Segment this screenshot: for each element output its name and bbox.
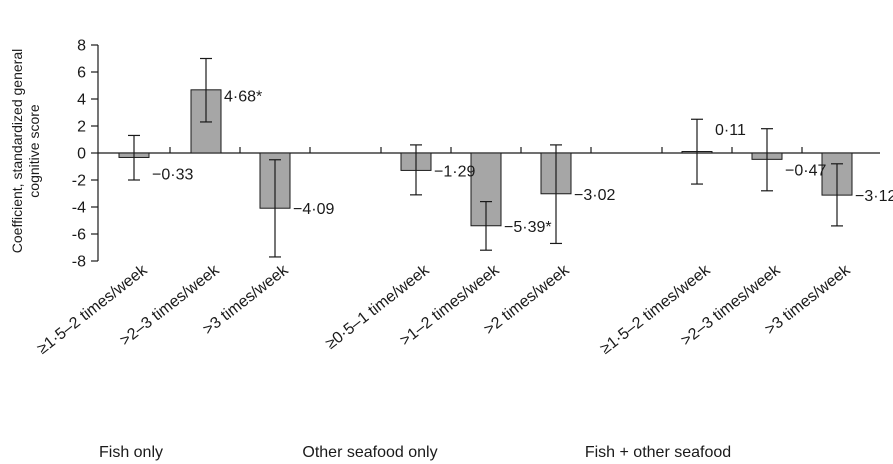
- error-bar: [550, 144, 562, 245]
- error-bar: [480, 201, 492, 251]
- error-bar: [831, 163, 843, 227]
- error-bar: [410, 144, 422, 196]
- category-labels: ≥1·5–2 times/week>2–3 times/week>3 times…: [34, 261, 854, 358]
- error-bar: [269, 159, 281, 258]
- y-axis-title-line: cognitive score: [26, 104, 42, 198]
- error-bars: [128, 57, 843, 258]
- group-label: Fish + other seafood: [585, 444, 731, 461]
- data-label: −0·33: [152, 167, 193, 184]
- data-label: −4·09: [293, 201, 334, 218]
- y-tick-label: -8: [72, 254, 86, 271]
- y-tick-label: 6: [77, 65, 86, 82]
- group-label: Other seafood only: [302, 444, 437, 461]
- data-label: −3·12: [855, 188, 893, 205]
- data-label: −5·39*: [504, 219, 552, 236]
- y-tick-label: -6: [72, 227, 86, 244]
- data-label: −3·02: [574, 187, 615, 204]
- data-label: −0·47: [785, 163, 826, 180]
- y-tick-label: 2: [77, 119, 86, 136]
- y-axis-title: Coefficient, standardized general cogniti…: [9, 49, 42, 253]
- error-bar: [691, 118, 703, 185]
- y-tick-label: 8: [77, 38, 86, 55]
- category-label: ≥1·5–2 times/week: [597, 261, 714, 358]
- data-label: 4·68*: [224, 88, 262, 105]
- error-bar: [128, 134, 140, 181]
- error-bar: [200, 57, 212, 123]
- y-tick-label: -2: [72, 173, 86, 190]
- y-tick-label: 4: [77, 92, 86, 109]
- y-axis-title-line: Coefficient, standardized general: [9, 49, 25, 253]
- data-labels: −0·33 4·68* −4·09 −1·29 −5·39* −3·02 0·11 −0·47…: [152, 88, 893, 235]
- y-tick-label: -4: [72, 200, 86, 217]
- y-axis-ticks: 8 6 4 2 0 -2 -4 -6 -8: [72, 38, 98, 271]
- data-label: 0·11: [715, 122, 746, 139]
- group-label: Fish only: [99, 444, 163, 461]
- error-bar: [761, 128, 773, 192]
- y-tick-label: 0: [77, 146, 86, 163]
- group-labels: Fish only Other seafood only Fish + other …: [99, 444, 731, 461]
- data-label: −1·29: [434, 163, 475, 180]
- x-axis-ticks: [169, 147, 803, 153]
